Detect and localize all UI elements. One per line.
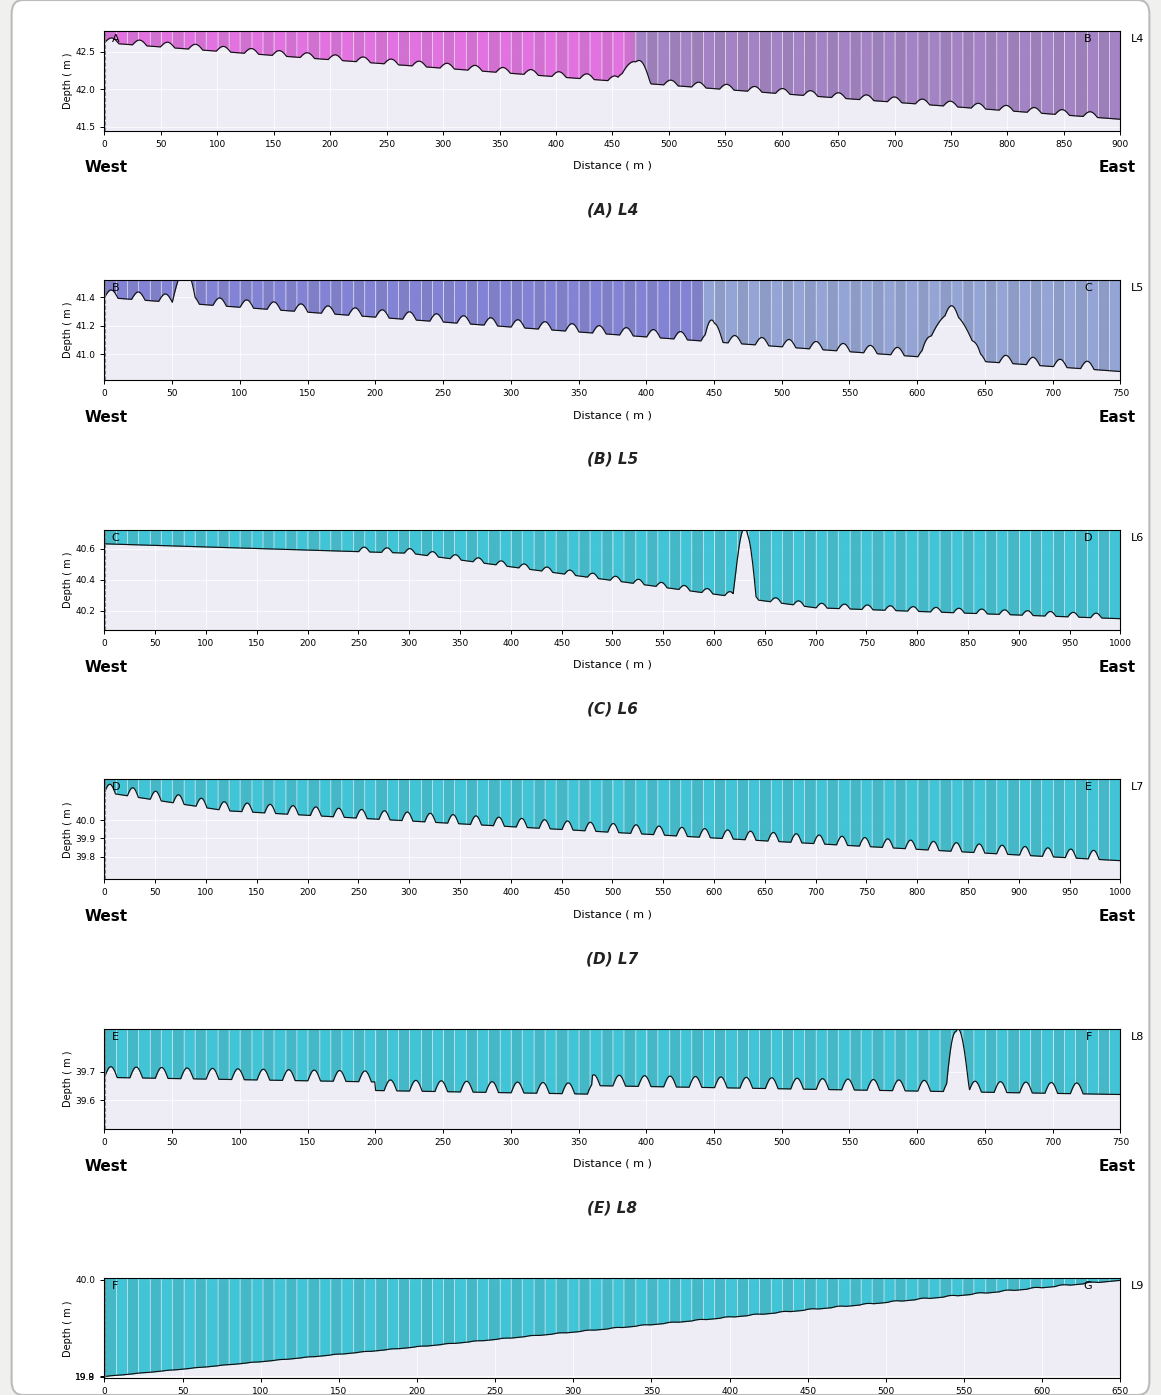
Text: Distance ( m ): Distance ( m ) [574,160,651,170]
Text: C: C [111,533,120,543]
Text: West: West [84,1159,128,1173]
Text: D: D [1083,533,1091,543]
Text: (D) L7: (D) L7 [586,951,639,965]
Text: West: West [84,660,128,675]
Text: East: East [1098,410,1135,425]
Text: L6: L6 [1131,533,1144,543]
Text: B: B [111,283,120,293]
Text: Distance ( m ): Distance ( m ) [574,660,651,670]
Text: East: East [1098,160,1135,176]
Text: (E) L8: (E) L8 [587,1201,637,1215]
Text: Distance ( m ): Distance ( m ) [574,1159,651,1169]
Text: D: D [111,783,120,792]
Text: East: East [1098,660,1135,675]
FancyBboxPatch shape [12,0,1149,1395]
Text: L5: L5 [1131,283,1144,293]
Y-axis label: Depth ( m ): Depth ( m ) [63,801,72,858]
Text: L4: L4 [1131,33,1144,43]
Y-axis label: Depth ( m ): Depth ( m ) [63,1050,72,1108]
Text: (A) L4: (A) L4 [586,202,639,218]
Text: Distance ( m ): Distance ( m ) [574,410,651,420]
Text: East: East [1098,1159,1135,1173]
Text: E: E [1084,783,1091,792]
Y-axis label: Depth ( m ): Depth ( m ) [63,301,73,359]
Text: West: West [84,160,128,176]
Text: West: West [84,410,128,425]
Y-axis label: Depth ( m ): Depth ( m ) [63,53,73,109]
Text: Distance ( m ): Distance ( m ) [574,910,651,919]
Text: (C) L6: (C) L6 [587,702,637,717]
Text: (B) L5: (B) L5 [586,452,639,467]
Text: G: G [1083,1282,1091,1292]
Text: B: B [1084,33,1091,43]
Text: F: F [1086,1032,1091,1042]
Text: West: West [84,910,128,923]
Text: East: East [1098,910,1135,923]
Text: L8: L8 [1131,1032,1144,1042]
Text: C: C [1084,283,1091,293]
Text: E: E [111,1032,118,1042]
Y-axis label: Depth ( m ): Depth ( m ) [63,551,73,608]
Text: L7: L7 [1131,783,1144,792]
Text: L9: L9 [1131,1282,1144,1292]
Y-axis label: Depth ( m ): Depth ( m ) [63,1300,72,1356]
Text: A: A [111,33,120,43]
Text: F: F [111,1282,118,1292]
